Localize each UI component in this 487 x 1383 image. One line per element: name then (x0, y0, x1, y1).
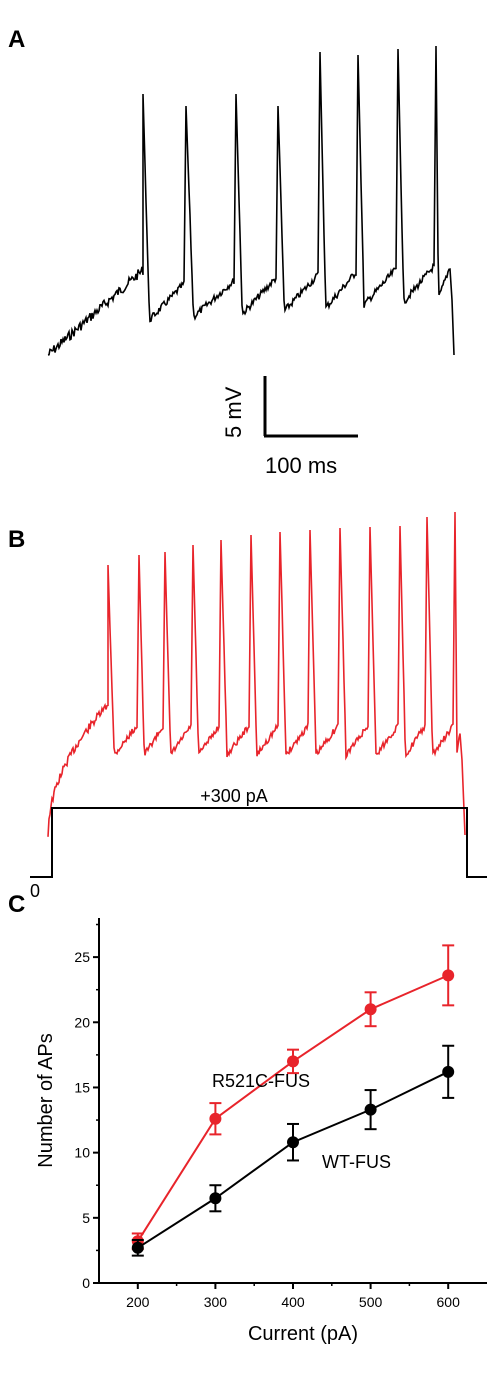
data-point (287, 1055, 299, 1068)
data-point (442, 969, 455, 982)
data-point (209, 1112, 222, 1125)
series-r521c-fus (131, 944, 455, 1251)
panel-c-label: C (8, 891, 25, 918)
scale-bar: 5 mV 100 ms (221, 376, 358, 478)
x-tick-label: 600 (437, 1294, 461, 1310)
x-tick-label: 400 (281, 1294, 305, 1310)
series-wt-fus (131, 1044, 455, 1257)
series-label-r521c: R521C-FUS (212, 1071, 310, 1091)
y-tick-label: 5 (82, 1210, 90, 1226)
trace-b (47, 511, 466, 837)
x-tick-label: 200 (126, 1294, 150, 1310)
x-tick-label: 500 (359, 1294, 383, 1310)
y-tick-label: 15 (74, 1079, 90, 1095)
stimulus-step-line (30, 807, 487, 878)
x-axis-title: Current (pA) (248, 1323, 358, 1345)
panel-a-label: A (8, 26, 25, 53)
trace-a (47, 45, 455, 356)
y-tick-label: 20 (74, 1014, 90, 1030)
stimulus-step-label: +300 pA (200, 786, 268, 806)
stimulus-protocol: +300 pA 0 (30, 786, 487, 901)
stimulus-baseline-label: 0 (30, 881, 40, 901)
data-point (364, 1003, 377, 1016)
data-point (209, 1192, 222, 1205)
y-axis-title: Number of APs (35, 1033, 57, 1168)
data-point (442, 1065, 455, 1078)
scale-time-label: 100 ms (265, 453, 337, 478)
y-tick-label: 25 (74, 949, 90, 965)
trace-b-line (47, 511, 466, 837)
series-label-wt: WT-FUS (322, 1152, 391, 1172)
y-tick-label: 10 (74, 1145, 90, 1161)
series-line (136, 974, 449, 1242)
panel-b-label: B (8, 526, 25, 553)
x-tick-label: 300 (204, 1294, 228, 1310)
chart-c: 0 5 10 15 20 25 200 300 400 500 600 Current (pA) Num… (35, 918, 487, 1345)
data-point (364, 1103, 377, 1116)
scale-voltage-label: 5 mV (221, 386, 246, 438)
trace-a-line (47, 45, 455, 356)
data-point (287, 1136, 299, 1149)
y-tick-label: 0 (82, 1275, 90, 1291)
data-point (131, 1241, 144, 1254)
